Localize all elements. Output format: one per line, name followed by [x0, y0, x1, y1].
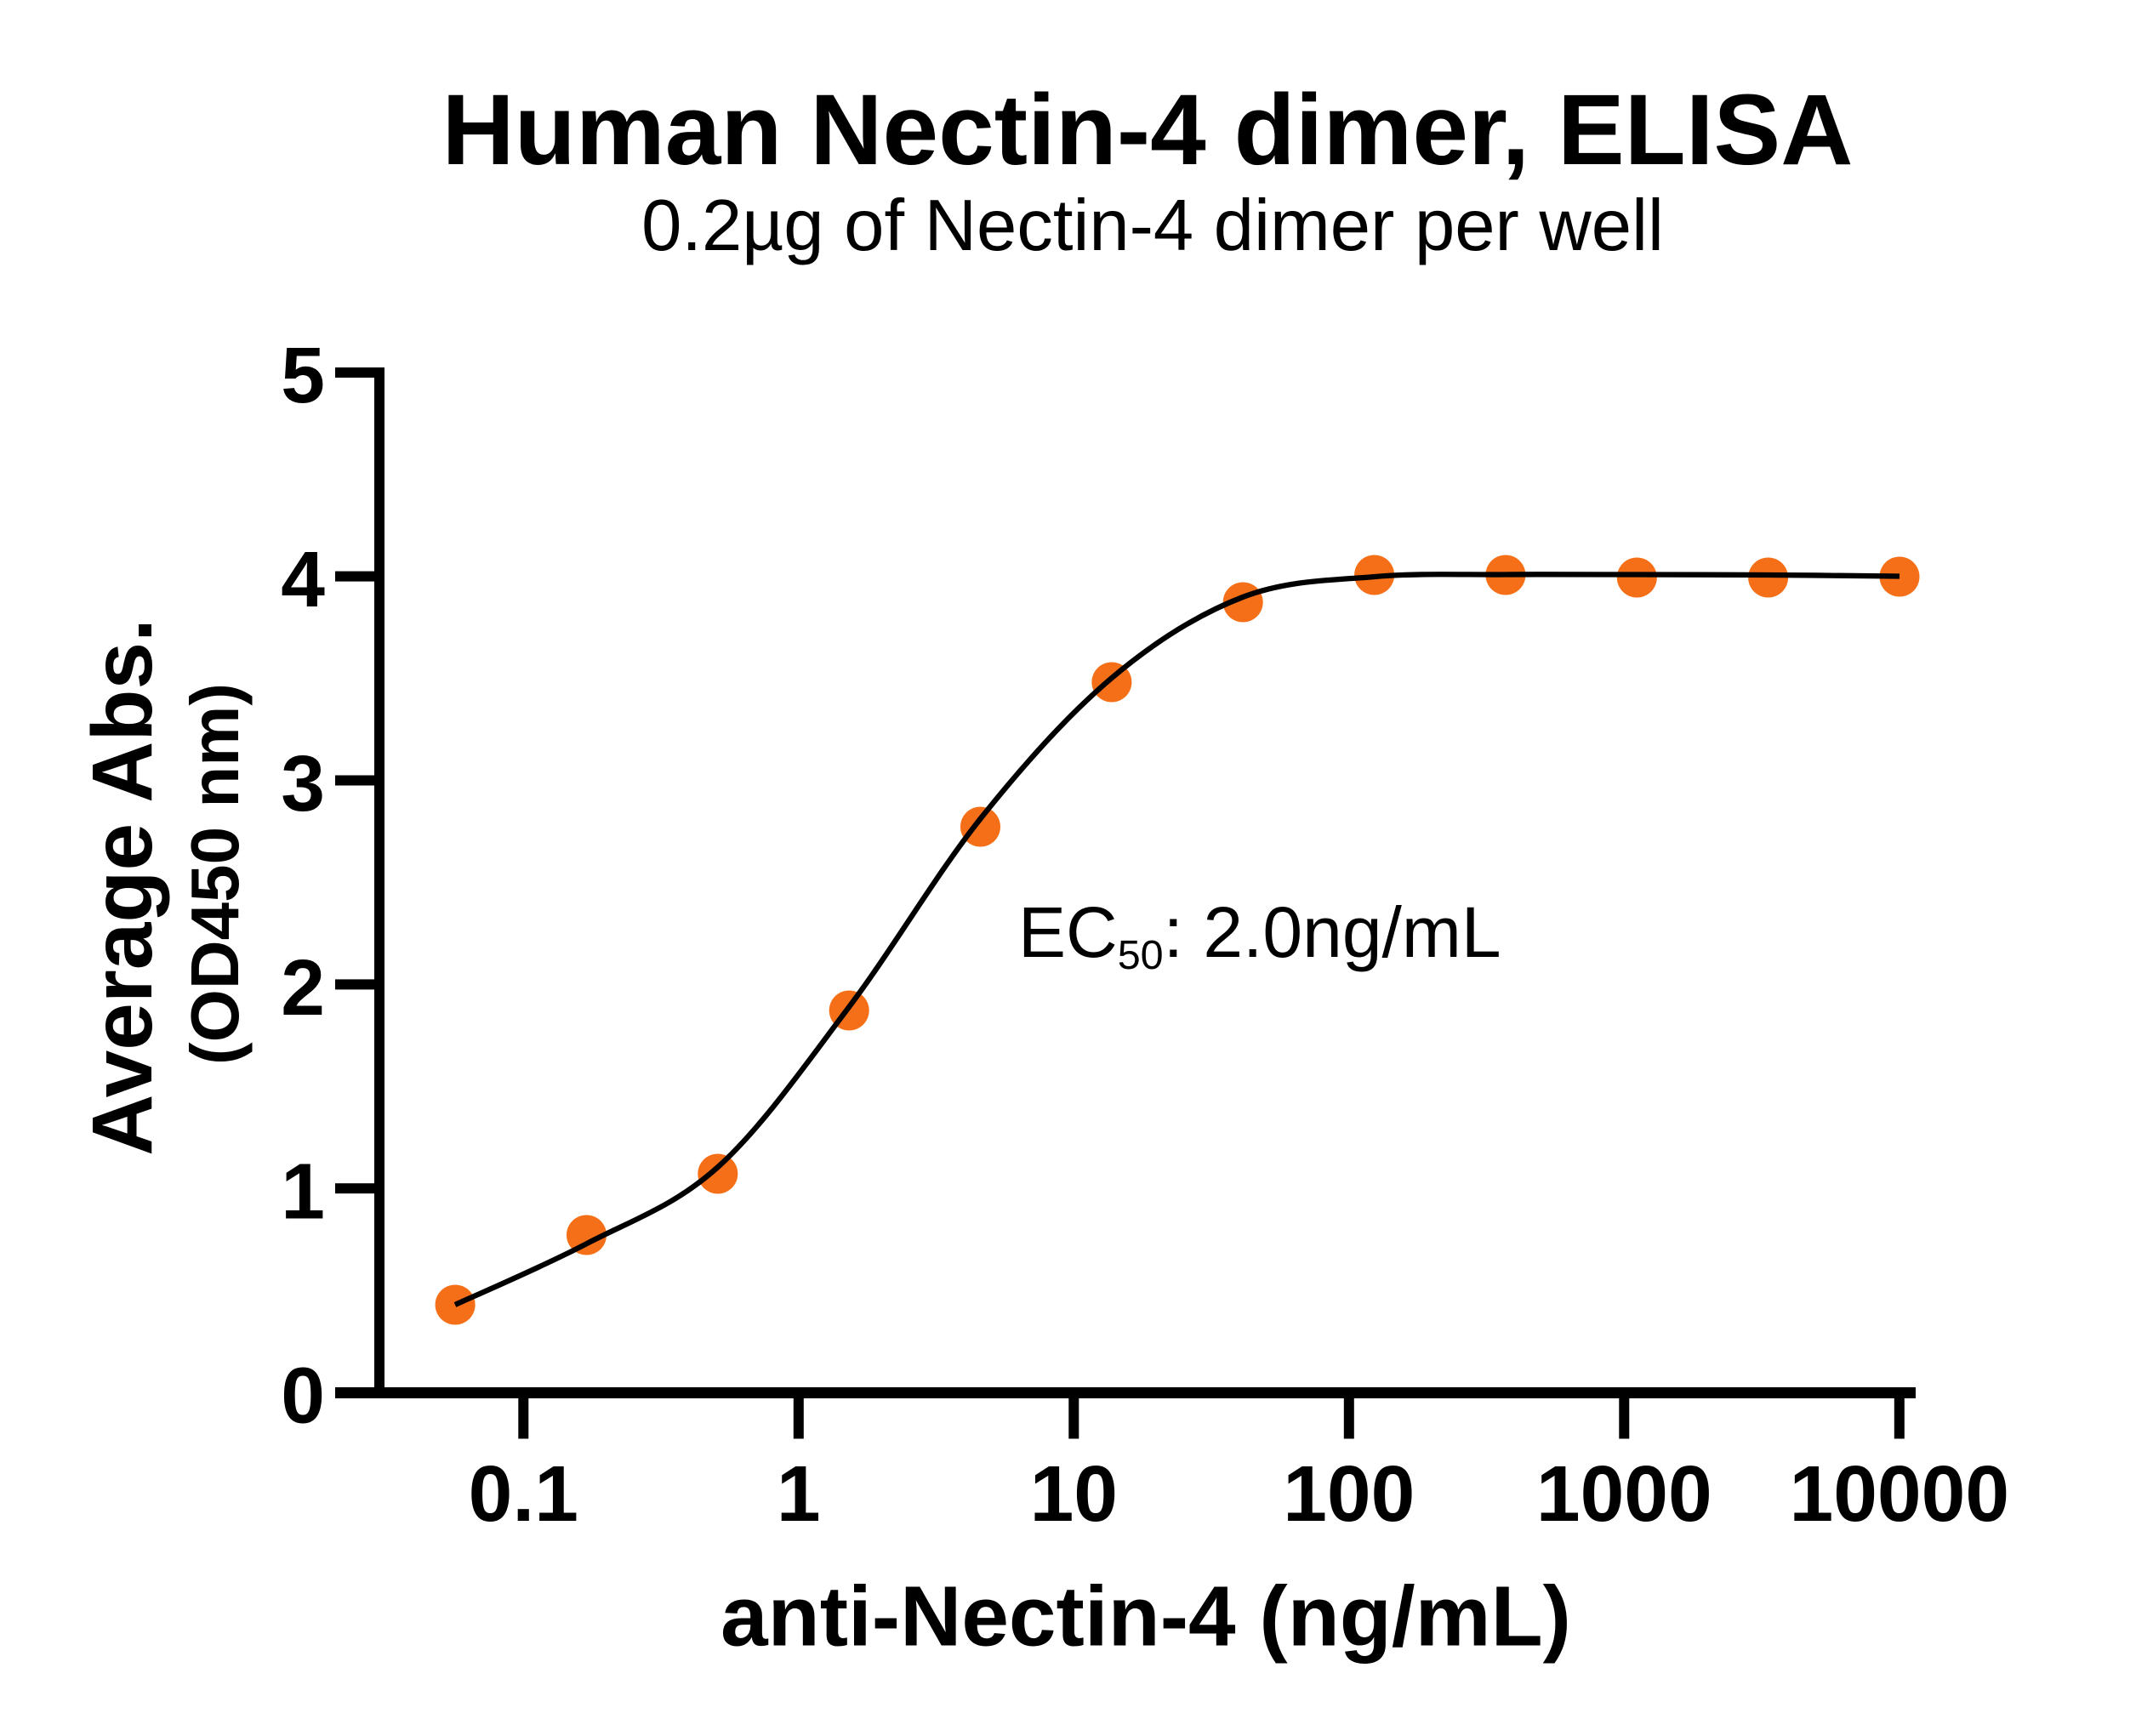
svg-text:2: 2 [281, 943, 325, 1032]
svg-text:0.1: 0.1 [469, 1449, 578, 1538]
svg-text:Average Abs.: Average Abs. [75, 618, 170, 1156]
svg-text:1: 1 [281, 1147, 325, 1236]
svg-text:(OD450 nm): (OD450 nm) [177, 683, 253, 1065]
svg-text:10000: 10000 [1789, 1449, 2009, 1538]
svg-text:0: 0 [281, 1352, 325, 1440]
svg-text:0.2µg of Nectin-4 dimer per we: 0.2µg of Nectin-4 dimer per well [641, 185, 1664, 266]
svg-text:Human Nectin-4 dimer, ELISA: Human Nectin-4 dimer, ELISA [442, 74, 1854, 186]
svg-text:1000: 1000 [1536, 1449, 1712, 1538]
svg-text:3: 3 [281, 739, 325, 828]
svg-text:100: 100 [1283, 1449, 1415, 1538]
svg-text:5: 5 [281, 331, 325, 419]
svg-text:EC50: 2.0ng/mL: EC50: 2.0ng/mL [1018, 892, 1501, 978]
svg-text:4: 4 [281, 535, 325, 623]
svg-text:anti-Nectin-4 (ng/mL): anti-Nectin-4 (ng/mL) [721, 1569, 1571, 1665]
svg-text:10: 10 [1030, 1449, 1118, 1538]
svg-text:1: 1 [777, 1449, 821, 1538]
